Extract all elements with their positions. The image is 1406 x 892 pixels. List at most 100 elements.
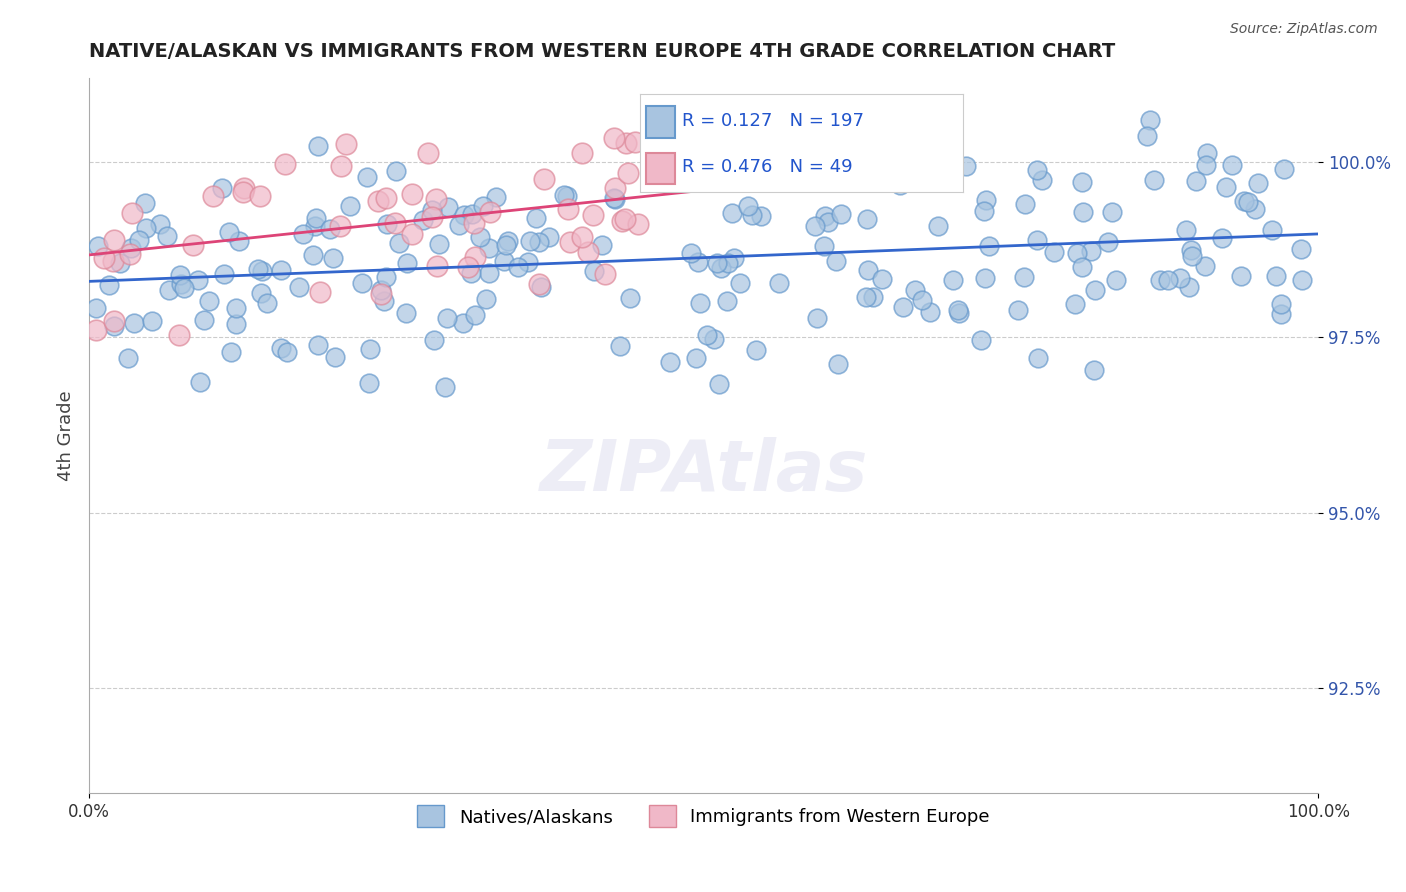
Point: [1026, 162, 1049, 177]
Point: [359, 376, 381, 391]
Point: [201, 188, 224, 202]
Point: [1237, 194, 1260, 209]
Point: [1014, 197, 1036, 211]
Point: [214, 267, 236, 281]
Point: [1139, 113, 1161, 128]
Point: [464, 308, 486, 322]
Point: [946, 302, 969, 317]
Point: [1194, 158, 1216, 172]
Point: [420, 202, 443, 217]
Point: [516, 255, 538, 269]
Point: [426, 259, 449, 273]
Point: [495, 238, 517, 252]
Point: [307, 139, 329, 153]
Point: [717, 256, 740, 270]
Point: [270, 341, 292, 355]
Point: [339, 199, 361, 213]
Point: [370, 283, 392, 297]
Point: [686, 255, 709, 269]
Point: [1270, 297, 1292, 311]
Point: [553, 187, 575, 202]
Point: [305, 211, 328, 226]
Point: [110, 256, 132, 270]
Point: [1180, 243, 1202, 257]
Point: [86, 239, 108, 253]
Point: [533, 172, 555, 186]
Point: [1156, 273, 1178, 287]
Point: [173, 281, 195, 295]
Point: [1026, 351, 1049, 365]
Point: [170, 277, 193, 292]
Point: [494, 254, 516, 268]
Point: [741, 208, 763, 222]
Point: [530, 280, 553, 294]
Point: [188, 376, 211, 390]
Point: [1101, 205, 1123, 219]
Point: [103, 233, 125, 247]
Point: [356, 170, 378, 185]
Point: [603, 131, 626, 145]
Point: [689, 295, 711, 310]
Point: [538, 230, 561, 244]
Point: [1215, 180, 1237, 194]
Point: [555, 189, 578, 203]
Point: [384, 216, 406, 230]
Point: [225, 317, 247, 331]
Point: [723, 251, 745, 265]
Point: [1291, 273, 1313, 287]
Point: [1143, 172, 1166, 186]
Point: [135, 221, 157, 235]
Point: [447, 218, 470, 232]
Point: [231, 186, 253, 200]
Point: [193, 313, 215, 327]
Point: [720, 206, 742, 220]
Point: [128, 233, 150, 247]
Point: [1070, 260, 1092, 275]
Point: [973, 204, 995, 219]
Point: [384, 164, 406, 178]
Point: [911, 293, 934, 307]
Point: [319, 222, 342, 236]
Point: [609, 339, 631, 353]
Point: [804, 219, 827, 234]
Point: [557, 202, 579, 216]
Point: [529, 235, 551, 249]
Y-axis label: 4th Grade: 4th Grade: [58, 390, 75, 481]
Point: [84, 301, 107, 315]
Point: [619, 291, 641, 305]
Point: [1272, 161, 1295, 176]
FancyBboxPatch shape: [647, 106, 675, 137]
Point: [524, 211, 547, 226]
Point: [856, 212, 879, 227]
Point: [270, 262, 292, 277]
Point: [1007, 303, 1029, 318]
Point: [1080, 244, 1102, 259]
Point: [1244, 202, 1267, 217]
Point: [461, 207, 484, 221]
Point: [716, 294, 738, 309]
Point: [576, 244, 599, 259]
Point: [696, 328, 718, 343]
Point: [817, 215, 839, 229]
Point: [434, 379, 457, 393]
Point: [335, 136, 357, 151]
Text: R = 0.127   N = 197: R = 0.127 N = 197: [682, 112, 863, 130]
Point: [98, 277, 121, 292]
Point: [437, 200, 460, 214]
Text: Source: ZipAtlas.com: Source: ZipAtlas.com: [1230, 22, 1378, 37]
Point: [276, 345, 298, 359]
Point: [893, 300, 915, 314]
Point: [375, 269, 398, 284]
Point: [478, 266, 501, 280]
Point: [685, 351, 707, 365]
Point: [1012, 269, 1035, 284]
Point: [558, 235, 581, 249]
Point: [457, 260, 479, 275]
Point: [84, 323, 107, 337]
Point: [728, 276, 751, 290]
Point: [221, 345, 243, 359]
Point: [806, 310, 828, 325]
Point: [591, 238, 613, 252]
Point: [307, 338, 329, 352]
Point: [1220, 158, 1243, 172]
